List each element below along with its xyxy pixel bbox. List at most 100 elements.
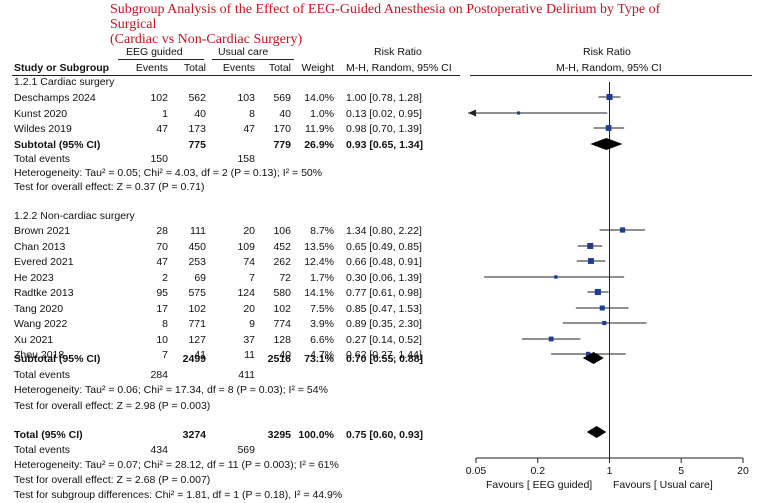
tick-label: 5 xyxy=(678,465,685,477)
events-total-label: Total events xyxy=(14,444,71,456)
study-row-e1: 95 xyxy=(156,287,168,299)
pooled-diamond xyxy=(582,352,604,364)
study-row-e2: 47 xyxy=(243,123,255,135)
study-marker xyxy=(605,125,612,131)
header-total1: Total xyxy=(183,62,206,74)
heterogeneity-cardiac: Heterogeneity: Tau² = 0.05; Chi² = 4.03,… xyxy=(14,167,323,179)
study-marker xyxy=(517,111,521,115)
heterogeneity-noncardiac: Heterogeneity: Tau² = 0.06; Chi² = 17.34… xyxy=(14,384,328,396)
study-row-t2: 128 xyxy=(273,333,291,346)
study-row-study: Tang 2020 xyxy=(14,302,64,315)
study-row-t2: 106 xyxy=(273,225,291,237)
study-row-t1: 40 xyxy=(194,107,206,120)
study-row-e1: 1 xyxy=(162,107,168,120)
subgroup-differences: Test for subgroup differences: Chi² = 1.… xyxy=(14,489,343,501)
tick-label: 0.2 xyxy=(530,465,546,477)
subtotal-noncardiac-total2: 2516 xyxy=(267,353,291,365)
study-row-e2: 20 xyxy=(243,225,255,237)
subtotal-noncardiac-label: Subtotal (95% CI) xyxy=(14,353,101,365)
study-row-ci: 1.00 [0.78, 1.28] xyxy=(346,92,422,104)
study-row-e2: 7 xyxy=(249,271,255,284)
study-row-study: He 2023 xyxy=(14,271,54,284)
header-study: Study or Subgroup xyxy=(14,62,110,74)
study-row-e1: 7 xyxy=(162,349,168,361)
study-row-w: 1.0% xyxy=(310,107,334,120)
study-row-t2: 170 xyxy=(273,123,291,135)
study-row-e2: 74 xyxy=(243,256,255,268)
overall-effect-noncardiac: Test for overall effect: Z = 2.98 (P = 0… xyxy=(14,400,211,412)
subgroup-label-cardiac: 1.2.1 Cardiac surgery xyxy=(14,76,115,88)
study-row-e2: 8 xyxy=(249,107,255,120)
header-method-text: M-H, Random, 95% CI xyxy=(346,62,452,74)
overall-effect-cardiac: Test for overall effect: Z = 0.37 (P = 0… xyxy=(14,181,205,193)
study-row-t2: 40 xyxy=(279,107,291,120)
study-row-e1: 28 xyxy=(156,225,168,237)
study-row-t1: 111 xyxy=(190,225,206,237)
study-row-e1: 70 xyxy=(156,240,168,253)
study-row-e1: 8 xyxy=(162,318,168,330)
tick-label: 1 xyxy=(606,465,613,477)
subtotal-noncardiac-weight: 73.1% xyxy=(304,353,334,365)
study-marker xyxy=(587,242,594,250)
study-row-e2: 124 xyxy=(237,287,255,299)
tick-label: 0.05 xyxy=(465,465,487,477)
pooled-diamond xyxy=(586,426,607,438)
study-row-t2: 72 xyxy=(279,271,291,284)
study-marker xyxy=(619,227,626,233)
header-rule-right xyxy=(470,75,752,76)
study-row-e1: 17 xyxy=(156,302,168,315)
study-row-ci: 0.30 [0.06, 1.39] xyxy=(346,271,422,284)
study-row-ci: 0.66 [0.48, 0.91] xyxy=(346,256,422,268)
study-row-t1: 173 xyxy=(188,123,206,135)
ci-arrow-left xyxy=(468,109,476,117)
events-noncardiac-e1: 284 xyxy=(150,369,168,381)
study-marker xyxy=(606,93,613,101)
subtotal-noncardiac-total1: 2499 xyxy=(182,353,206,365)
study-row-t1: 253 xyxy=(188,256,206,268)
header-events2: Events xyxy=(222,62,255,74)
study-row-e1: 2 xyxy=(162,271,168,284)
study-row-study: Kunst 2020 xyxy=(14,107,68,120)
study-row-w: 7.5% xyxy=(310,302,334,315)
events-cardiac-e2: 158 xyxy=(237,153,255,165)
study-row-study: Xu 2021 xyxy=(14,333,54,346)
heterogeneity-total: Heterogeneity: Tau² = 0.07; Chi² = 28.12… xyxy=(14,459,339,471)
study-row-study: Wildes 2019 xyxy=(14,123,72,135)
study-marker xyxy=(594,288,601,296)
study-row-w: 13.5% xyxy=(304,240,334,253)
study-marker xyxy=(588,258,594,264)
study-row-t1: 562 xyxy=(188,92,206,104)
header-risk-ratio-plot: Risk Ratio xyxy=(583,46,631,58)
events-cardiac-e1: 150 xyxy=(150,153,168,165)
subtotal-cardiac-total2: 779 xyxy=(273,139,291,151)
study-row-w: 8.7% xyxy=(310,225,334,237)
study-row-study: Radtke 2013 xyxy=(14,287,74,299)
study-row-ci: 0.89 [0.35, 2.30] xyxy=(346,318,422,330)
study-row-e1: 10 xyxy=(156,333,168,346)
study-row-t2: 452 xyxy=(273,240,291,253)
subgroup-label-noncardiac: 1.2.2 Non-cardiac surgery xyxy=(14,210,135,222)
events-noncardiac-label: Total events xyxy=(14,369,71,381)
overall-effect-total: Test for overall effect: Z = 2.68 (P = 0… xyxy=(14,474,211,486)
study-row-t2: 40 xyxy=(279,349,291,361)
study-row-study: Brown 2021 xyxy=(14,225,71,237)
study-row-e1: 47 xyxy=(156,256,168,268)
events-cardiac-label: Total events xyxy=(14,153,71,165)
study-row-e2: 11 xyxy=(244,349,255,361)
study-marker xyxy=(586,351,591,357)
chart-title: Subgroup Analysis of the Effect of EEG-G… xyxy=(110,2,670,47)
study-row-study: Chan 2013 xyxy=(14,240,66,253)
study-row-ci: 0.77 [0.61, 0.98] xyxy=(346,287,422,299)
study-row-t2: 569 xyxy=(273,92,291,104)
study-row-w: 1.7% xyxy=(310,271,334,284)
title-line-1: Subgroup Analysis of the Effect of EEG-G… xyxy=(110,2,661,32)
subtotal-cardiac-total1: 775 xyxy=(188,139,206,151)
total-total2: 3295 xyxy=(267,429,291,441)
study-row-t1: 69 xyxy=(194,271,206,284)
title-line-2: (Cardiac vs Non-Cardiac Surgery) xyxy=(110,32,303,47)
study-row-w: 6.6% xyxy=(310,333,334,346)
study-row-w: 14.1% xyxy=(304,287,334,299)
subtotal-cardiac-weight: 26.9% xyxy=(304,139,334,151)
study-row-e2: 9 xyxy=(249,318,255,330)
header-group1: EEG guided xyxy=(126,46,183,58)
